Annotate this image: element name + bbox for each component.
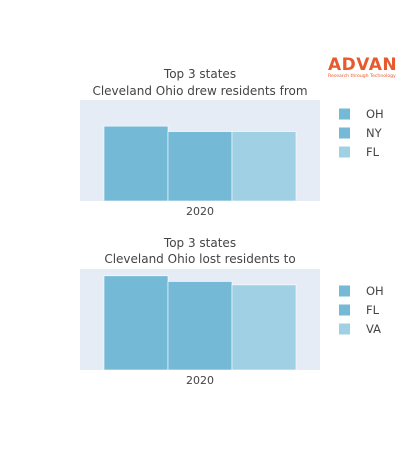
chart-2-legend-swatch-oh (339, 285, 350, 297)
chart-2-title-line-1: Top 3 states (163, 236, 236, 250)
advan-logo-wordmark: ADVAN (328, 55, 397, 75)
chart-2-legend-label-oh: OH (366, 284, 384, 298)
chart-1-x-tick-label: 2020 (186, 205, 214, 218)
chart-1-title-line-1: Top 3 states (163, 67, 236, 81)
chart-1-legend-swatch-ny (339, 127, 350, 139)
chart-2-legend-label-va: VA (366, 322, 381, 336)
chart-2-bar-oh (103, 275, 169, 371)
chart-1-bar-fl (231, 131, 297, 202)
chart-1-legend-label-ny: NY (366, 126, 383, 140)
chart-1: Top 3 states Cleveland Ohio drew resident… (80, 67, 384, 218)
chart-2-title-line-2: Cleveland Ohio lost residents to (104, 252, 295, 266)
chart-1-bar-ny (167, 131, 233, 202)
chart-2-legend-swatch-fl (339, 304, 350, 316)
chart-2-legend-swatch-va (339, 323, 350, 335)
chart-1-legend-label-oh: OH (366, 107, 384, 121)
chart-2-x-tick-label: 2020 (186, 374, 214, 387)
chart-1-legend-label-fl: FL (366, 145, 380, 159)
chart-1-title-line-2: Cleveland Ohio drew residents from (92, 84, 307, 98)
chart-2-bar-fl (167, 281, 233, 371)
chart-2-legend-label-fl: FL (366, 303, 380, 317)
chart-1-bar-oh (103, 125, 169, 202)
chart-2: Top 3 states Cleveland Ohio lost resident… (80, 236, 384, 387)
chart-2-bar-va (231, 284, 297, 371)
advan-logo-tagline: Research through Technology (328, 73, 396, 79)
advan-logo: ADVAN Research through Technology (328, 55, 397, 79)
chart-1-legend-swatch-fl (339, 146, 350, 158)
chart-1-legend-swatch-oh (339, 108, 350, 120)
charts-container: Top 3 states Cleveland Ohio drew resident… (80, 67, 384, 387)
